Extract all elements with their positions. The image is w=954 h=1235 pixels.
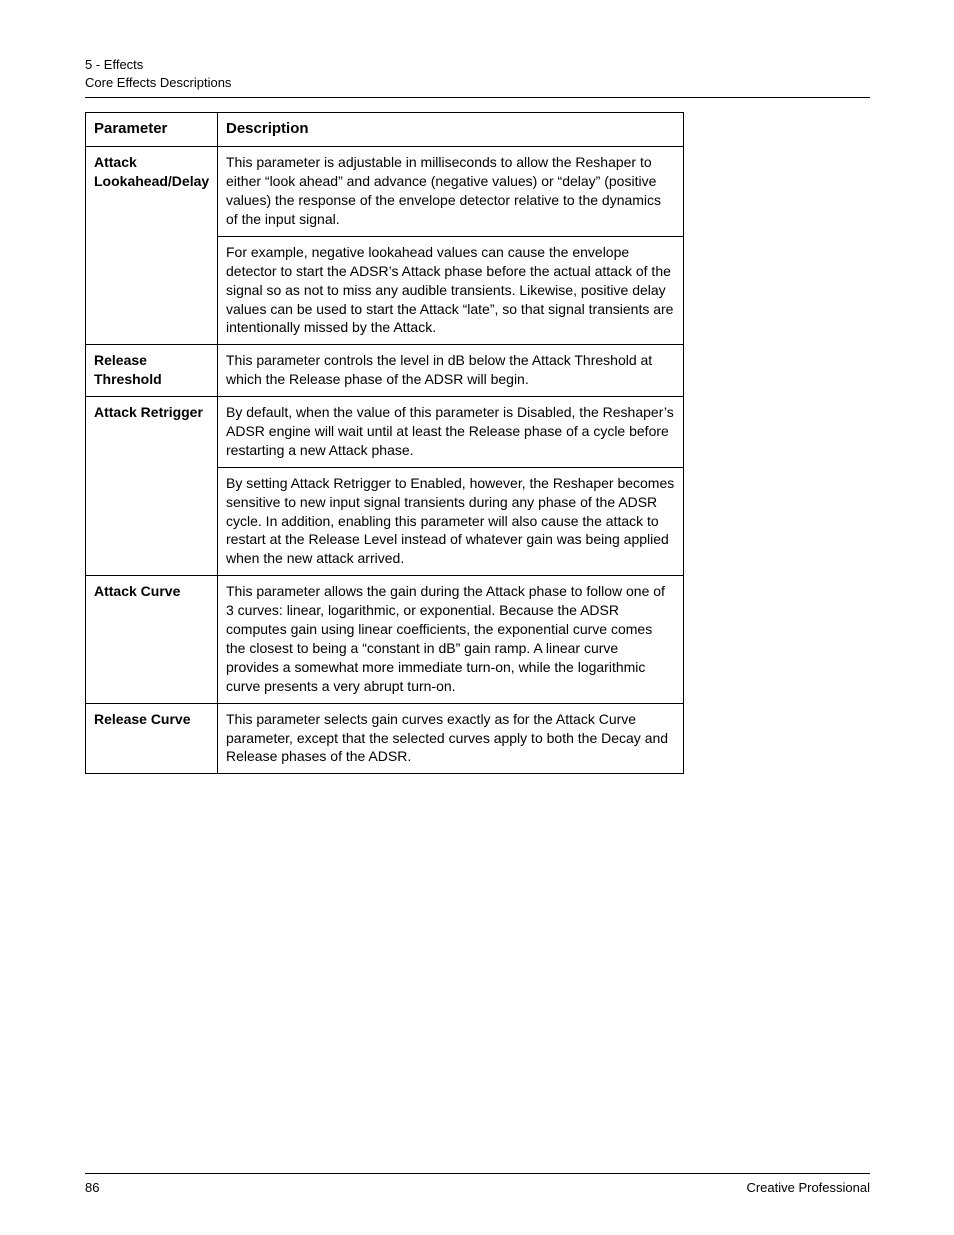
- page-header: 5 - Effects Core Effects Descriptions: [85, 56, 870, 91]
- desc-paragraph: This parameter controls the level in dB …: [226, 351, 675, 389]
- footer-brand: Creative Professional: [746, 1180, 870, 1195]
- header-line-2: Core Effects Descriptions: [85, 74, 870, 92]
- param-cell-continuation: [86, 236, 218, 344]
- param-label: Attack Retrigger: [94, 404, 203, 420]
- desc-cell: This parameter controls the level in dB …: [218, 345, 684, 397]
- param-cell-continuation: [86, 467, 218, 575]
- desc-cell: By setting Attack Retrigger to Enabled, …: [218, 467, 684, 575]
- desc-paragraph: This parameter is adjustable in millisec…: [226, 153, 675, 229]
- desc-paragraph: This parameter allows the gain during th…: [226, 582, 675, 695]
- table-row: Release Threshold This parameter control…: [86, 345, 684, 397]
- param-label: Attack Curve: [94, 583, 180, 599]
- col-header-parameter: Parameter: [86, 113, 218, 147]
- desc-cell: By default, when the value of this param…: [218, 397, 684, 468]
- desc-cell: For example, negative lookahead values c…: [218, 236, 684, 344]
- header-line-1: 5 - Effects: [85, 56, 870, 74]
- table-row: For example, negative lookahead values c…: [86, 236, 684, 344]
- table-row: Attack Lookahead/Delay This parameter is…: [86, 147, 684, 237]
- header-rule: [85, 97, 870, 98]
- page-footer: 86 Creative Professional: [85, 1173, 870, 1195]
- param-label: Attack Lookahead/Delay: [94, 154, 209, 189]
- param-label: Release Threshold: [94, 352, 162, 387]
- param-cell-attack-retrigger: Attack Retrigger: [86, 397, 218, 468]
- param-cell-release-threshold: Release Threshold: [86, 345, 218, 397]
- desc-cell: This parameter allows the gain during th…: [218, 576, 684, 703]
- param-cell-attack-curve: Attack Curve: [86, 576, 218, 703]
- table-row: By setting Attack Retrigger to Enabled, …: [86, 467, 684, 575]
- param-cell-attack-lookahead: Attack Lookahead/Delay: [86, 147, 218, 237]
- desc-paragraph: By default, when the value of this param…: [226, 403, 675, 460]
- desc-paragraph: By setting Attack Retrigger to Enabled, …: [226, 474, 675, 568]
- desc-cell: This parameter is adjustable in millisec…: [218, 147, 684, 237]
- table-row: Attack Curve This parameter allows the g…: [86, 576, 684, 703]
- parameters-table: Parameter Description Attack Lookahead/D…: [85, 112, 684, 774]
- table-row: Release Curve This parameter selects gai…: [86, 703, 684, 774]
- table-row: Attack Retrigger By default, when the va…: [86, 397, 684, 468]
- param-cell-release-curve: Release Curve: [86, 703, 218, 774]
- col-header-description: Description: [218, 113, 684, 147]
- param-label: Release Curve: [94, 711, 191, 727]
- desc-paragraph: For example, negative lookahead values c…: [226, 243, 675, 337]
- table-header-row: Parameter Description: [86, 113, 684, 147]
- footer-rule: [85, 1173, 870, 1174]
- desc-paragraph: This parameter selects gain curves exact…: [226, 710, 675, 767]
- desc-cell: This parameter selects gain curves exact…: [218, 703, 684, 774]
- page-number: 86: [85, 1180, 99, 1195]
